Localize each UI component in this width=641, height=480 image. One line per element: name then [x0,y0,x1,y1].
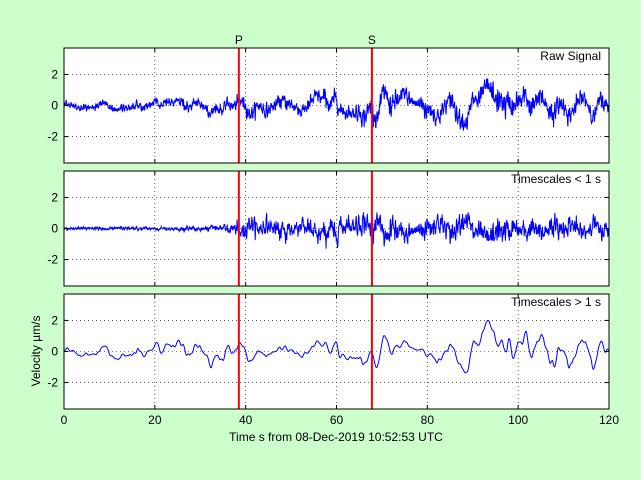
y-tick-label: 0 [51,222,58,236]
series-line [64,78,609,131]
series-line [64,212,609,249]
panel-title: Raw Signal [540,49,601,63]
series-line [64,319,609,374]
x-tick-label: 100 [508,413,528,427]
panel-title: Timescales > 1 s [511,295,601,309]
x-tick-label: 20 [148,413,162,427]
x-tick-label: 0 [61,413,68,427]
x-tick-label: 40 [239,413,253,427]
y-tick-label: 2 [51,67,58,81]
phase-marker-label: P [235,33,243,47]
panel-1: P S -2 0 2 Raw Signal [47,33,610,164]
y-tick-label: -2 [47,253,58,267]
y-tick-label: 2 [51,190,58,204]
x-tick-label: 80 [421,413,435,427]
panel-2: -2 0 2 Timescales < 1 s [47,170,610,287]
phase-marker-label: S [368,33,376,47]
panel-title: Timescales < 1 s [511,172,601,186]
x-tick-label: 120 [599,413,619,427]
y-tick-label: 2 [51,313,58,327]
y-tick-label: 0 [51,99,58,113]
y-tick-label: -2 [47,376,58,390]
y-axis-label: Velocity µm/s [29,316,43,387]
x-axis-label: Time s from 08-Dec-2019 10:52:53 UTC [229,430,443,444]
y-tick-label: 0 [51,345,58,359]
x-tick-label: 60 [330,413,344,427]
y-tick-label: -2 [47,130,58,144]
